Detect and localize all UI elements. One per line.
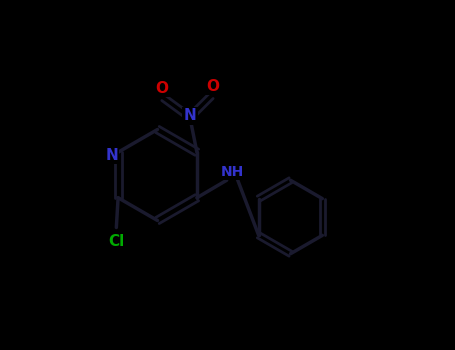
Text: NH: NH — [220, 165, 243, 179]
Text: O: O — [206, 79, 219, 94]
Text: N: N — [183, 108, 196, 123]
Text: O: O — [156, 81, 168, 96]
Text: Cl: Cl — [108, 234, 125, 249]
Text: N: N — [106, 148, 118, 162]
